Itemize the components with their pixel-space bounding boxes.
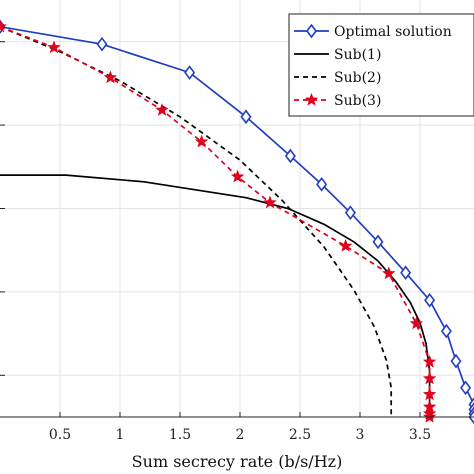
x-tick-label: 0.5 [49,427,71,443]
diamond-marker [306,23,317,39]
x-tick-label: 3.5 [409,427,431,443]
diamond-marker [344,205,356,221]
x-axis-title: Sum secrecy rate (b/s/Hz) [132,452,343,471]
diamond-marker [96,36,108,52]
x-tick-label: 1.5 [169,427,191,443]
legend-label: Sub(2) [334,70,381,86]
series-line [0,174,431,417]
star-marker [47,40,61,54]
diamond-marker [440,323,452,339]
legend-entry: Sub(2) [294,70,381,86]
series-sub-3 [0,19,437,423]
diamond-marker [284,148,296,164]
diamond-marker [400,265,412,281]
legend-label: Sub(1) [334,47,381,63]
star-marker [409,316,424,330]
star-marker [422,354,437,368]
legend: Optimal solution Sub(1) Sub(2) Sub(3) [288,13,474,117]
diamond-marker [240,109,252,125]
diamond-marker [184,65,196,80]
legend-label: Sub(3) [334,93,381,109]
star-marker [0,19,7,33]
star-marker [263,195,277,209]
star-marker [422,409,437,423]
x-tick-label: 2.5 [289,427,311,443]
star-marker [103,70,118,84]
plot-area [0,19,474,425]
star-marker [230,169,245,183]
star-marker [381,266,396,280]
diamond-marker [372,234,384,250]
star-marker [338,238,353,252]
diamond-marker [316,176,328,192]
diamond-marker [450,353,462,369]
star-marker [155,102,169,116]
x-tick-labels: 0.5 1 1.5 2 2.5 3 3.5 [49,427,431,443]
star-marker [422,387,437,401]
star-marker [422,371,437,385]
axes [0,41,474,418]
star-marker [194,134,209,148]
legend-label: Optimal solution [334,24,452,40]
diamond-marker [460,380,472,396]
legend-entry: Sub(1) [294,47,381,63]
diamond-marker [424,292,436,308]
x-tick-label: 2 [236,427,245,443]
x-tick-label: 3 [356,427,365,443]
legend-entry: Optimal solution [294,23,452,40]
legend-entry: Sub(3) [294,92,381,109]
series-sub-1 [0,174,431,417]
star-marker [304,92,319,106]
x-tick-label: 1 [116,427,125,443]
